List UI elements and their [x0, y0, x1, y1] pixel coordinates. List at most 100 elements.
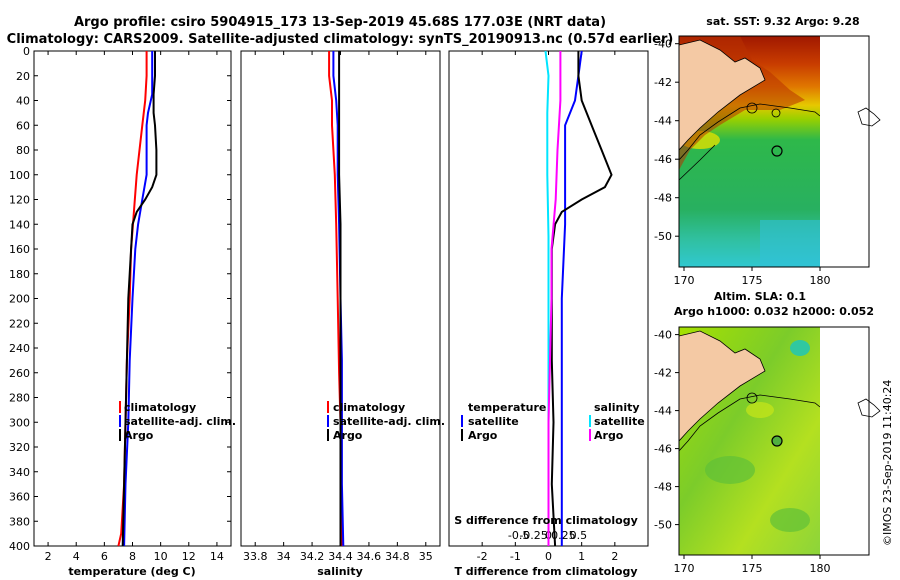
temperature-panel: 0204060801001201401601802002202402602803… — [9, 45, 648, 578]
salinity-xtick-label: 34.6 — [357, 550, 382, 563]
depth-tick-label: 200 — [9, 293, 30, 306]
s-difference-tick-label: -0.5 — [508, 529, 529, 542]
temperature-xtick-label: 2 — [45, 550, 52, 563]
lat-tick-label: -48 — [654, 481, 672, 494]
temperature-xtick-label: 8 — [129, 550, 136, 563]
depth-tick-label: 340 — [9, 466, 30, 479]
difference-line-s-argo — [547, 51, 562, 546]
s-difference-xlabel: S difference from climatology — [454, 514, 638, 527]
title-line-1: Argo profile: csiro 5904915_173 13-Sep-2… — [74, 15, 606, 30]
depth-tick-label: 120 — [9, 194, 30, 207]
legend-salinity-title: salinity — [594, 401, 640, 414]
legend-salinity-satellite: satellite — [594, 415, 645, 428]
sst-map: sat. SST: 9.32 Argo: 9.28 -40-42-44-46-4… — [654, 15, 881, 287]
depth-tick-label: 180 — [9, 268, 30, 281]
salinity-legend-satellite: satellite-adj. clim. — [333, 415, 445, 428]
temperature-xtick-label: 10 — [154, 550, 168, 563]
depth-tick-label: 0 — [23, 45, 30, 58]
depth-tick-label: 60 — [16, 119, 30, 132]
lat-tick-label: -50 — [654, 230, 672, 243]
depth-tick-label: 40 — [16, 95, 30, 108]
salinity-xlabel: salinity — [317, 565, 363, 578]
temperature-series — [117, 51, 158, 547]
temperature-xtick-label: 6 — [101, 550, 108, 563]
depth-tick-label: 160 — [9, 243, 30, 256]
sst-land-new-zealand — [679, 39, 766, 151]
sla-float-position-marker — [771, 435, 783, 447]
difference-series — [544, 50, 613, 547]
temperature-xtick-label: 14 — [210, 550, 224, 563]
s-difference-scale: -0.5-0.250 0.250.5 — [508, 529, 587, 542]
salinity-xtick-label: 34.4 — [328, 550, 353, 563]
difference-xtick-label: 2 — [611, 550, 618, 563]
lat-tick-label: -48 — [654, 192, 672, 205]
salinity-xtick-label: 35 — [419, 550, 433, 563]
s-difference-tick-label: 0.25 — [551, 529, 576, 542]
depth-tick-label: 380 — [9, 515, 30, 528]
temperature-legend: climatology satellite-adj. clim. Argo — [119, 401, 236, 442]
depth-tick-label: 400 — [9, 540, 30, 553]
depth-tick-label: 220 — [9, 317, 30, 330]
lat-tick-label: -46 — [654, 153, 672, 166]
temperature-xtick-label: 12 — [182, 550, 196, 563]
difference-legend-salinity: salinity satellite Argo — [589, 401, 645, 442]
legend-temperature-title: temperature — [468, 401, 546, 414]
difference-panel: -2 -1 0 1 2 -0.5-0.250 0.250.5 T difference f… — [448, 50, 649, 578]
temperature-legend-climatology: climatology — [124, 401, 196, 414]
sst-latitude-axis: -40 -42 -44 -46 -48 -50 — [654, 38, 679, 243]
depth-tick-label: 80 — [16, 144, 30, 157]
lat-tick-label: -46 — [654, 443, 672, 456]
sla-map-title-1: Altim. SLA: 0.1 — [714, 290, 806, 303]
salinity-line-satellite-adj-clim- — [332, 51, 345, 547]
depth-tick-label: 20 — [16, 70, 30, 83]
imos-watermark: ©IMOS 23-Sep-2019 11:40:24 — [881, 380, 894, 546]
temperature-x-axis: 2 4 6 8 10 12 14 — [45, 51, 224, 563]
sst-map-title: sat. SST: 9.32 Argo: 9.28 — [706, 15, 859, 28]
sst-longitude-axis: 170 175 180 — [674, 267, 831, 287]
temperature-legend-satellite: satellite-adj. clim. — [124, 415, 236, 428]
difference-xtick-label: -1 — [510, 550, 521, 563]
difference-legend-temperature: temperature satellite Argo — [461, 401, 546, 442]
temperature-xtick-label: 4 — [73, 550, 80, 563]
sla-map: Altim. SLA: 0.1 Argo h1000: 0.032 h2000:… — [654, 290, 881, 575]
salinity-x-axis: 33.8 34 34.2 34.4 34.6 34.8 35 — [243, 51, 433, 563]
salinity-line-argo — [338, 51, 342, 546]
depth-tick-label: 100 — [9, 169, 30, 182]
lat-tick-label: -42 — [654, 76, 672, 89]
difference-xtick-label: 0 — [545, 550, 552, 563]
depth-tick-label: 240 — [9, 342, 30, 355]
legend-temperature-satellite: satellite — [468, 415, 519, 428]
temperature-line-satellite-adj-clim- — [123, 51, 154, 547]
depth-tick-label: 300 — [9, 416, 30, 429]
sla-map-title-2: Argo h1000: 0.032 h2000: 0.052 — [674, 305, 874, 318]
difference-xtick-label: -2 — [477, 550, 488, 563]
depth-tick-label: 360 — [9, 491, 30, 504]
salinity-xtick-label: 34 — [277, 550, 291, 563]
depth-tick-label: 280 — [9, 392, 30, 405]
lat-tick-label: -50 — [654, 519, 672, 532]
salinity-xtick-label: 34.2 — [300, 550, 325, 563]
lon-tick-label: 180 — [810, 274, 831, 287]
lon-tick-label: 170 — [674, 562, 695, 575]
temperature-line-argo — [121, 51, 158, 547]
lat-tick-label: -44 — [654, 115, 672, 128]
sla-longitude-axis: 170 175 180 — [674, 555, 831, 575]
lat-tick-label: -42 — [654, 367, 672, 380]
temperature-legend-argo: Argo — [124, 429, 154, 442]
salinity-panel: 33.8 34 34.2 34.4 34.6 34.8 35 salinity climat… — [240, 50, 445, 578]
salinity-series — [328, 51, 345, 547]
difference-line-t-argo — [550, 51, 613, 547]
salinity-legend-argo: Argo — [333, 429, 363, 442]
sla-land-new-zealand — [679, 330, 766, 442]
sst-float-position-marker — [771, 145, 783, 157]
title-line-2: Climatology: CARS2009. Satellite-adjuste… — [7, 32, 674, 47]
lat-tick-label: -44 — [654, 405, 672, 418]
depth-tick-label: 260 — [9, 367, 30, 380]
s-difference-tick-label: 0.5 — [570, 529, 588, 542]
lon-tick-label: 170 — [674, 274, 695, 287]
lon-tick-label: 175 — [742, 562, 763, 575]
salinity-xtick-label: 34.8 — [385, 550, 410, 563]
depth-tick-label: 140 — [9, 218, 30, 231]
difference-xtick-label: 1 — [578, 550, 585, 563]
